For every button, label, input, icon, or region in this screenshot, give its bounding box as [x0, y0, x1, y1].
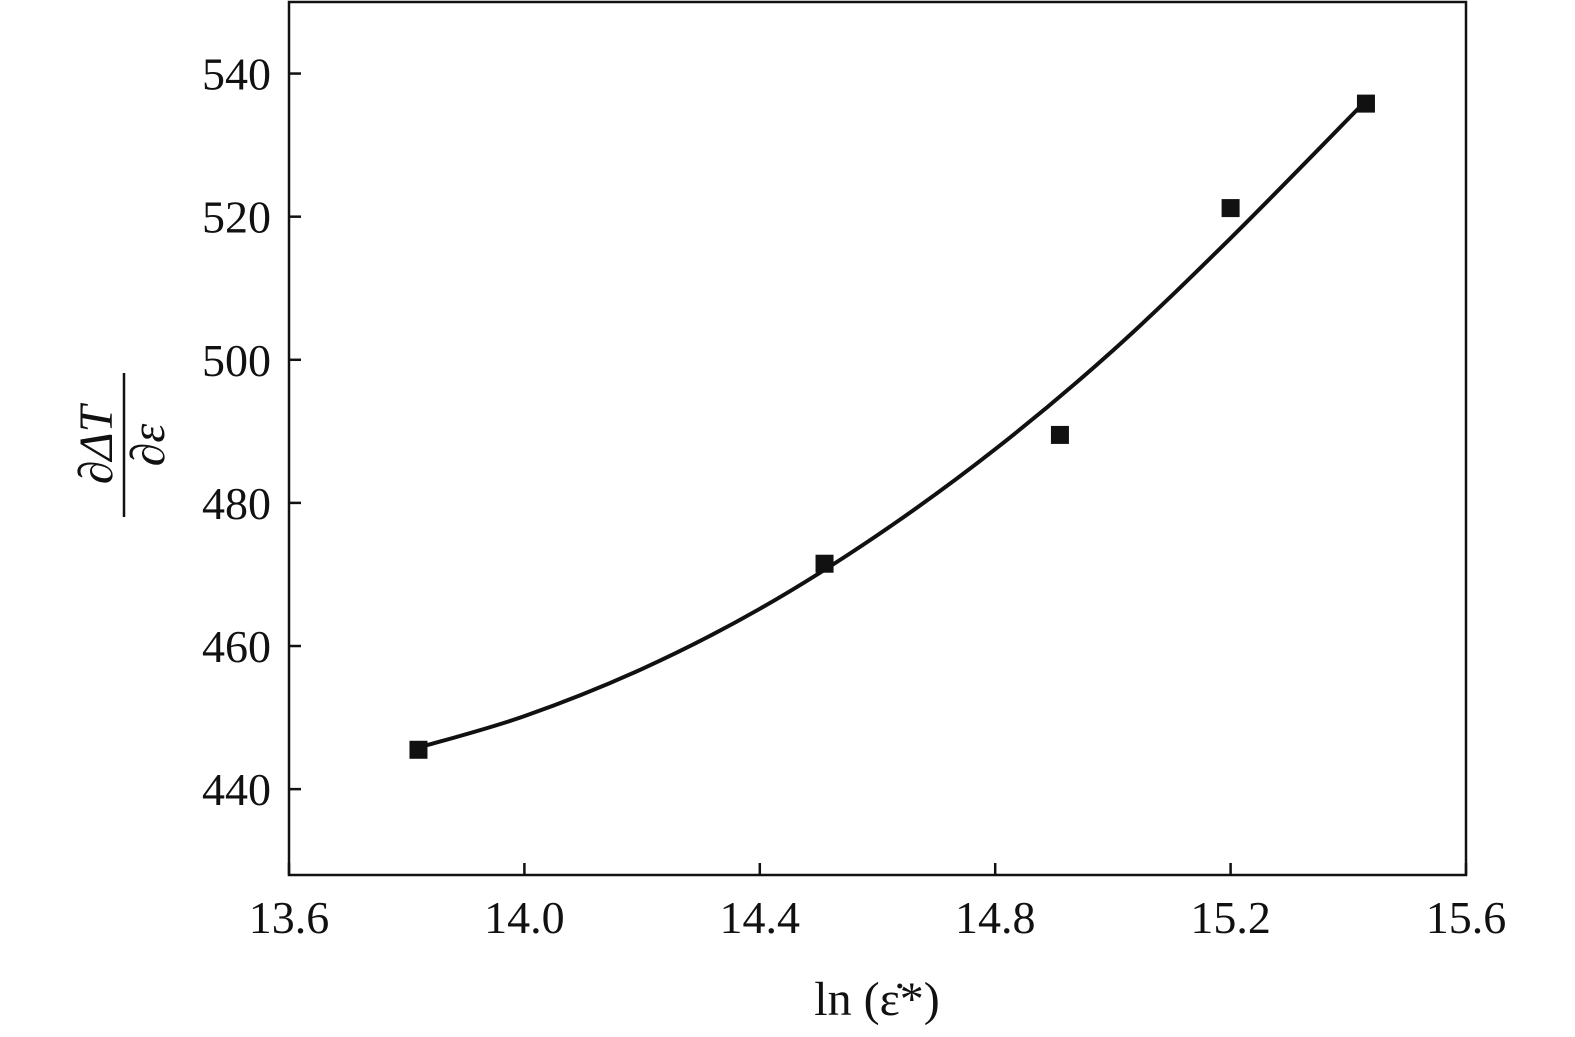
data-point [1356, 94, 1375, 113]
x-tick-label: 14.8 [955, 892, 1036, 943]
y-tick-label: 520 [202, 192, 271, 243]
y-axis-label-numerator: ∂ΔT [70, 402, 123, 484]
data-point [1221, 199, 1240, 218]
data-point [1050, 425, 1069, 444]
y-tick-label: 480 [202, 478, 271, 529]
data-points [409, 94, 1375, 759]
plot-frame [287, 0, 1468, 877]
x-tick-label: 14.0 [484, 892, 565, 943]
y-tick-label: 440 [202, 764, 271, 815]
fit-curve [417, 99, 1368, 750]
x-axis-ticks: 13.6 14.0 14.4 14.8 15.2 15.6 [249, 863, 1507, 943]
x-tick-label: 15.6 [1426, 892, 1507, 943]
x-tick-label: 15.2 [1190, 892, 1271, 943]
data-point [815, 554, 834, 573]
y-tick-label: 540 [202, 49, 271, 100]
x-tick-label: 13.6 [249, 892, 330, 943]
y-axis-label: ∂ΔT ∂ε [70, 373, 175, 517]
y-axis-label-denominator: ∂ε [122, 424, 175, 467]
y-tick-label: 460 [202, 621, 271, 672]
x-axis-label: ln (ε̇*) [814, 973, 939, 1026]
y-axis-ticks: 440 460 480 500 520 540 [202, 49, 301, 815]
data-point [409, 740, 428, 759]
y-tick-label: 500 [202, 335, 271, 386]
x-tick-label: 14.4 [720, 892, 801, 943]
